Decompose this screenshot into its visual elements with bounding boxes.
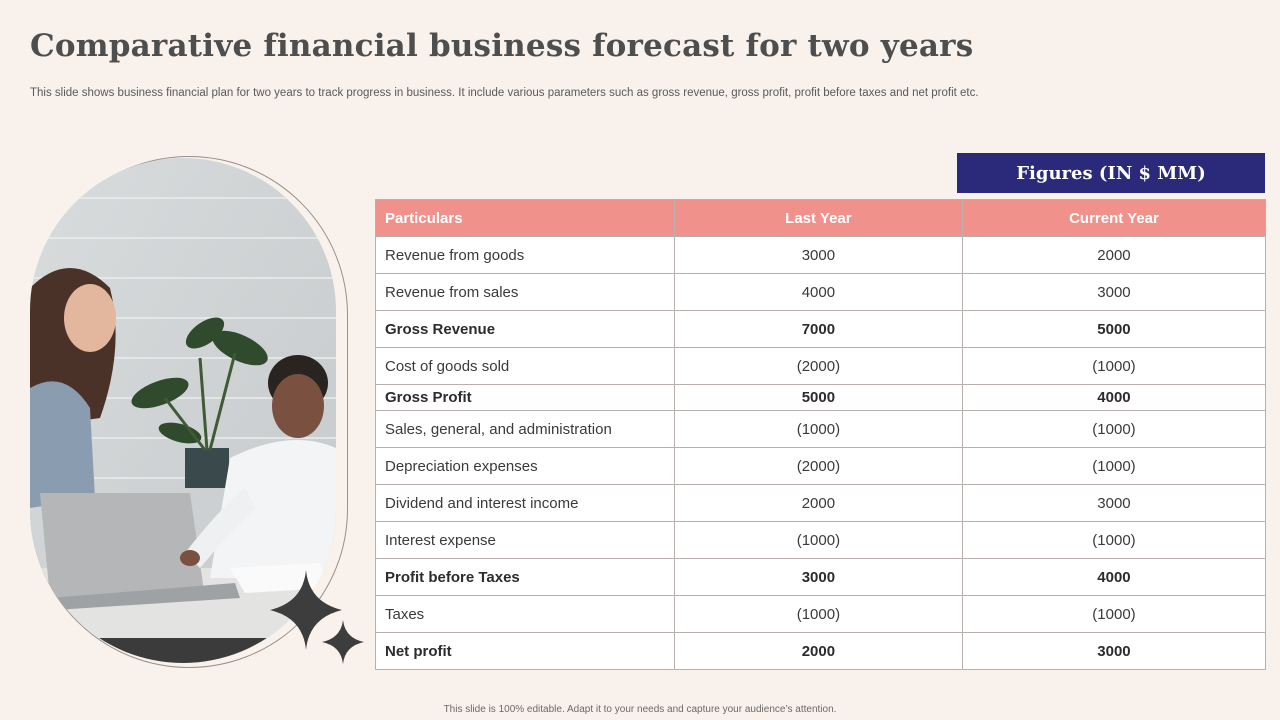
row-label: Net profit (376, 633, 675, 670)
slide-footer-note: This slide is 100% editable. Adapt it to… (0, 704, 1280, 715)
row-label: Dividend and interest income (376, 485, 675, 522)
row-last-year: (1000) (674, 596, 962, 633)
row-current-year: (1000) (962, 448, 1265, 485)
row-last-year: (2000) (674, 448, 962, 485)
figures-unit-label: Figures (IN $ MM) (957, 153, 1265, 193)
row-current-year: (1000) (962, 348, 1265, 385)
table-row: Gross Revenue 7000 5000 (376, 311, 1266, 348)
row-current-year: (1000) (962, 411, 1265, 448)
table-row: Gross Profit 5000 4000 (376, 385, 1266, 411)
row-current-year: 3000 (962, 633, 1265, 670)
table-row: Depreciation expenses (2000) (1000) (376, 448, 1266, 485)
table-row: Net profit 2000 3000 (376, 633, 1266, 670)
financial-forecast-table: Particulars Last Year Current Year Reven… (375, 199, 1266, 670)
row-current-year: 3000 (962, 274, 1265, 311)
row-last-year: 5000 (674, 385, 962, 411)
row-last-year: 3000 (674, 559, 962, 596)
row-last-year: 2000 (674, 633, 962, 670)
row-last-year: (2000) (674, 348, 962, 385)
row-label: Sales, general, and administration (376, 411, 675, 448)
row-label: Cost of goods sold (376, 348, 675, 385)
row-current-year: 2000 (962, 237, 1265, 274)
row-label: Gross Profit (376, 385, 675, 411)
row-label: Gross Revenue (376, 311, 675, 348)
table-row: Interest expense (1000) (1000) (376, 522, 1266, 559)
row-label: Revenue from goods (376, 237, 675, 274)
table-header-row: Particulars Last Year Current Year (376, 200, 1266, 237)
header-last-year: Last Year (674, 200, 962, 237)
table-row: Taxes (1000) (1000) (376, 596, 1266, 633)
row-label: Depreciation expenses (376, 448, 675, 485)
table-row: Revenue from sales 4000 3000 (376, 274, 1266, 311)
row-last-year: 3000 (674, 237, 962, 274)
slide-title: Comparative financial business forecast … (30, 28, 973, 64)
table-row: Revenue from goods 3000 2000 (376, 237, 1266, 274)
table-row: Cost of goods sold (2000) (1000) (376, 348, 1266, 385)
row-last-year: 2000 (674, 485, 962, 522)
row-label: Taxes (376, 596, 675, 633)
row-current-year: (1000) (962, 522, 1265, 559)
table-row: Dividend and interest income 2000 3000 (376, 485, 1266, 522)
row-current-year: 5000 (962, 311, 1265, 348)
row-current-year: 4000 (962, 385, 1265, 411)
row-last-year: (1000) (674, 522, 962, 559)
row-current-year: (1000) (962, 596, 1265, 633)
header-current-year: Current Year (962, 200, 1265, 237)
row-label: Revenue from sales (376, 274, 675, 311)
row-current-year: 3000 (962, 485, 1265, 522)
row-last-year: 4000 (674, 274, 962, 311)
row-last-year: (1000) (674, 411, 962, 448)
four-point-star-small-icon (322, 620, 364, 664)
slide-subtitle: This slide shows business financial plan… (30, 87, 979, 99)
table-row: Profit before Taxes 3000 4000 (376, 559, 1266, 596)
table-row: Sales, general, and administration (1000… (376, 411, 1266, 448)
header-particulars: Particulars (376, 200, 675, 237)
row-current-year: 4000 (962, 559, 1265, 596)
row-last-year: 7000 (674, 311, 962, 348)
row-label: Interest expense (376, 522, 675, 559)
row-label: Profit before Taxes (376, 559, 675, 596)
